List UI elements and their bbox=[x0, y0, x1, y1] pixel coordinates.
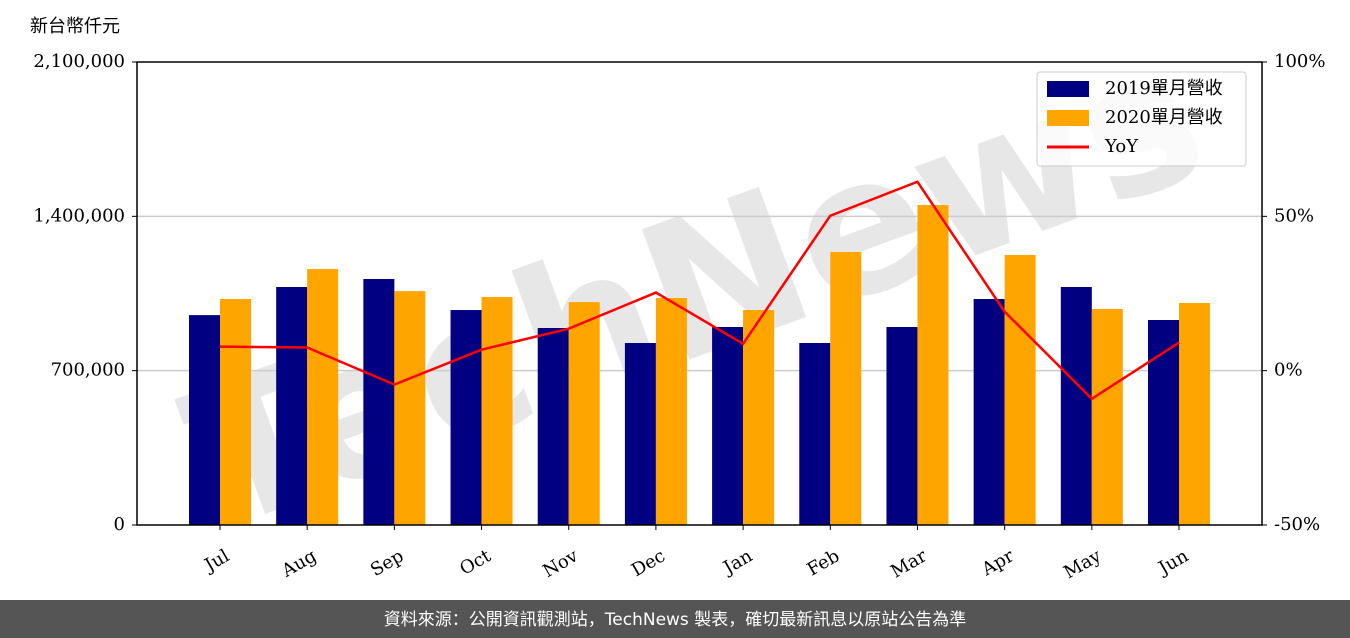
bar bbox=[655, 297, 687, 525]
x-tick-label: Dec bbox=[628, 545, 669, 581]
footer-text: 資料來源：公開資訊觀測站，TechNews 製表，確切最新訊息以原站公告為準 bbox=[384, 610, 966, 630]
y2-tick-label: 50% bbox=[1274, 205, 1314, 226]
yoy-line bbox=[219, 180, 1180, 401]
x-tick-label: May bbox=[1060, 545, 1105, 583]
y-axis-label: 新台幣仟元 bbox=[30, 16, 120, 37]
y2-tick-label: 0% bbox=[1274, 360, 1303, 381]
legend-label: 2019單月營收 bbox=[1105, 78, 1223, 99]
bar bbox=[276, 286, 308, 525]
x-tick-label: Jun bbox=[1153, 545, 1192, 580]
bar bbox=[363, 278, 395, 525]
legend-label: YoY bbox=[1104, 136, 1139, 157]
y2-tick-label: -50% bbox=[1274, 514, 1320, 535]
bar bbox=[307, 269, 339, 525]
x-tick-label: Feb bbox=[804, 545, 844, 580]
bar bbox=[917, 205, 949, 525]
bar bbox=[712, 327, 744, 525]
bar bbox=[799, 342, 831, 525]
footer-bar bbox=[0, 600, 1350, 638]
x-tick-label: Apr bbox=[978, 545, 1018, 580]
x-tick-label: Jan bbox=[718, 545, 756, 579]
x-tick-label: Sep bbox=[367, 545, 407, 580]
bar bbox=[1091, 308, 1123, 525]
bar bbox=[973, 299, 1005, 525]
bar bbox=[568, 302, 600, 525]
bar bbox=[481, 297, 513, 525]
x-tick-label: Mar bbox=[887, 545, 931, 582]
x-tick-label: Nov bbox=[539, 545, 582, 582]
x-tick-label: Oct bbox=[456, 545, 495, 580]
bar bbox=[450, 310, 482, 525]
bar bbox=[220, 299, 251, 525]
bar bbox=[743, 310, 775, 525]
bar bbox=[624, 342, 656, 525]
bar bbox=[537, 328, 569, 525]
plot-frame bbox=[136, 61, 1263, 526]
bar bbox=[1060, 286, 1092, 525]
bar bbox=[1148, 320, 1179, 525]
bar bbox=[189, 315, 220, 525]
legend-label: 2020單月營收 bbox=[1105, 107, 1223, 128]
legend-swatch bbox=[1047, 110, 1089, 126]
bar bbox=[886, 327, 918, 525]
bar bbox=[394, 291, 426, 525]
bar bbox=[1004, 255, 1036, 525]
y-tick-label: 1,400,000 bbox=[33, 205, 125, 226]
y-tick-label: 2,100,000 bbox=[33, 51, 125, 72]
bar bbox=[1179, 303, 1210, 525]
legend-box bbox=[1036, 71, 1247, 167]
y-tick-label: 700,000 bbox=[51, 360, 125, 381]
y2-tick-label: 100% bbox=[1274, 51, 1325, 72]
y-tick-label: 0 bbox=[114, 514, 125, 535]
bar bbox=[830, 252, 862, 525]
legend-swatch bbox=[1047, 81, 1089, 97]
